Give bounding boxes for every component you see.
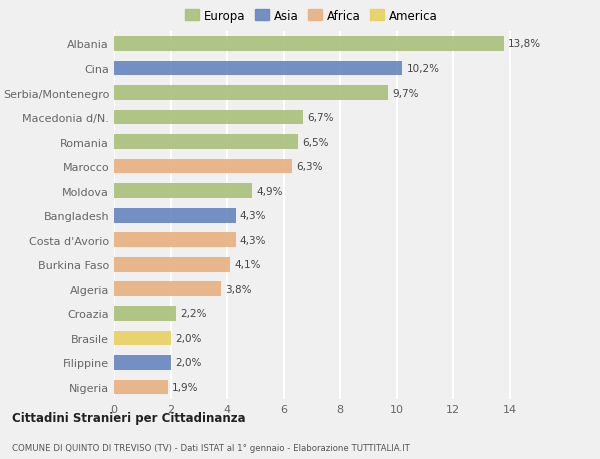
Text: 3,8%: 3,8% [226,284,252,294]
Text: 9,7%: 9,7% [392,88,419,98]
Text: 2,2%: 2,2% [181,308,207,319]
Text: 4,9%: 4,9% [257,186,283,196]
Bar [114,135,298,150]
Bar [114,306,176,321]
Text: 6,7%: 6,7% [308,113,334,123]
Bar [114,184,253,199]
Text: 1,9%: 1,9% [172,382,199,392]
Bar [114,331,170,346]
Text: 13,8%: 13,8% [508,39,541,50]
Bar [114,111,304,125]
Text: 2,0%: 2,0% [175,358,201,368]
Text: 6,3%: 6,3% [296,162,323,172]
Text: 6,5%: 6,5% [302,137,328,147]
Bar [114,257,230,272]
Text: 4,3%: 4,3% [240,211,266,221]
Text: 10,2%: 10,2% [406,64,439,74]
Text: 4,1%: 4,1% [234,260,260,270]
Bar [114,208,236,223]
Legend: Europa, Asia, Africa, America: Europa, Asia, Africa, America [180,5,442,28]
Bar [114,380,167,394]
Bar [114,86,388,101]
Text: 4,3%: 4,3% [240,235,266,245]
Bar [114,233,236,247]
Text: Cittadini Stranieri per Cittadinanza: Cittadini Stranieri per Cittadinanza [12,412,245,425]
Bar [114,159,292,174]
Text: COMUNE DI QUINTO DI TREVISO (TV) - Dati ISTAT al 1° gennaio - Elaborazione TUTTI: COMUNE DI QUINTO DI TREVISO (TV) - Dati … [12,443,410,452]
Bar [114,62,402,76]
Bar [114,355,170,370]
Bar [114,37,504,52]
Text: 2,0%: 2,0% [175,333,201,343]
Bar [114,282,221,297]
